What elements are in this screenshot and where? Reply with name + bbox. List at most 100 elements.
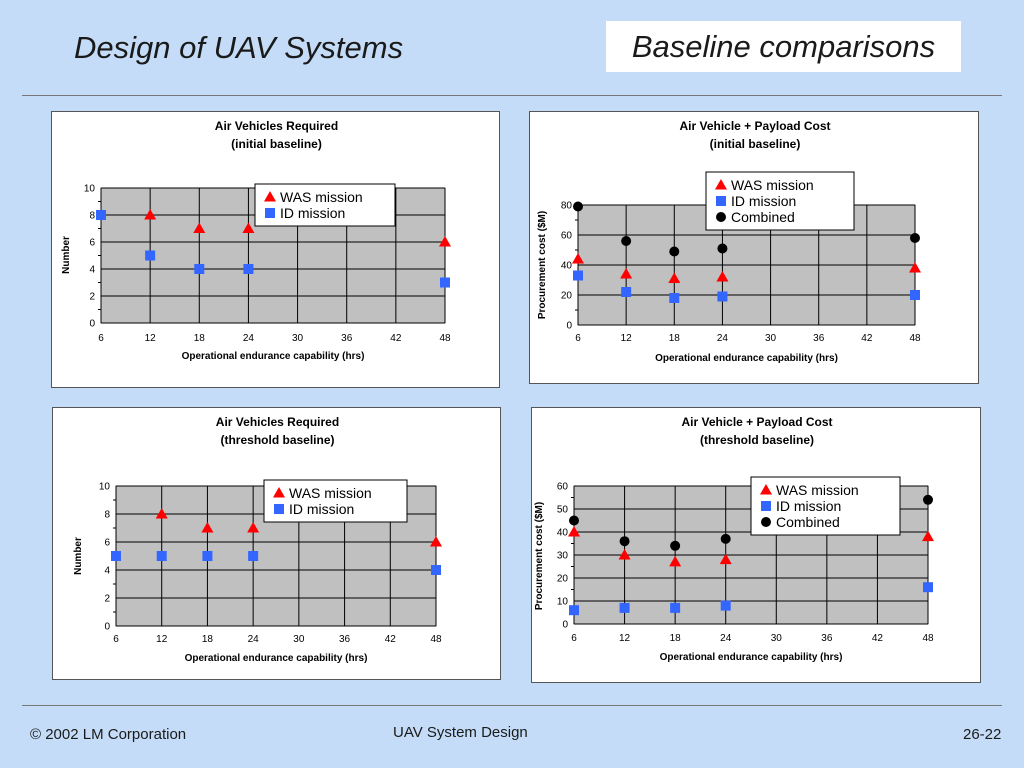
x-tick-label: 30 xyxy=(293,634,305,645)
y-tick-label: 40 xyxy=(557,528,569,539)
y-tick-label: 60 xyxy=(557,482,569,493)
data-point-id-mission xyxy=(202,551,213,561)
y-tick-label: 4 xyxy=(104,566,110,577)
x-tick-label: 42 xyxy=(861,333,873,344)
x-tick-label: 30 xyxy=(292,333,304,344)
chart-title: Air Vehicle + Payload Cost xyxy=(679,119,830,133)
y-tick-label: 2 xyxy=(104,594,110,605)
header-divider xyxy=(22,95,1002,96)
legend-marker xyxy=(264,191,276,202)
data-point-id-mission xyxy=(440,277,450,288)
data-point-was-mission xyxy=(155,508,168,519)
data-point-id-mission xyxy=(720,600,731,611)
y-tick-label: 40 xyxy=(561,261,573,272)
data-point-id-mission xyxy=(717,291,728,302)
data-point-combined xyxy=(910,233,920,243)
data-point-id-mission xyxy=(194,264,205,274)
legend-box xyxy=(254,183,396,227)
legend-marker xyxy=(715,179,727,190)
x-tick-label: 18 xyxy=(669,333,681,344)
x-tick-label: 12 xyxy=(145,333,157,344)
legend-marker xyxy=(761,517,771,527)
chart-svg: Air Vehicles Required (initial baseline) 6… xyxy=(61,119,451,362)
data-point-was-mission xyxy=(242,222,255,233)
data-point-id-mission xyxy=(431,565,441,575)
data-point-combined xyxy=(670,540,681,551)
data-point-id-mission xyxy=(248,551,259,561)
x-tick-label: 18 xyxy=(670,633,682,644)
y-tick-label: 8 xyxy=(89,211,95,222)
legend-marker xyxy=(716,196,726,206)
x-tick-label: 30 xyxy=(771,633,783,644)
y-tick-label: 50 xyxy=(557,505,569,516)
y-tick-label: 0 xyxy=(562,620,568,631)
data-point-combined xyxy=(569,515,579,526)
data-point-id-mission xyxy=(145,250,156,261)
chart-svg: Air Vehicle + Payload Cost (threshold bas… xyxy=(534,415,934,663)
x-tick-label: 6 xyxy=(571,633,577,644)
x-tick-label: 48 xyxy=(922,633,934,644)
x-tick-label: 48 xyxy=(439,333,451,344)
legend-marker xyxy=(716,212,726,222)
data-point-combined xyxy=(923,494,933,505)
data-point-was-mission xyxy=(568,526,580,537)
x-tick-label: 24 xyxy=(243,333,255,344)
x-axis-label: Operational endurance capability (hrs) xyxy=(182,351,365,362)
data-point-was-mission xyxy=(247,522,260,533)
data-point-id-mission xyxy=(573,270,583,281)
chart-panel-initial-cost: Air Vehicle + Payload Cost (initial basel… xyxy=(529,111,979,384)
y-tick-label: 2 xyxy=(89,292,95,303)
data-point-id-mission xyxy=(619,602,630,613)
legend-label: WAS mission xyxy=(289,485,372,501)
legend-label: Combined xyxy=(731,209,795,225)
footer-divider xyxy=(22,705,1002,706)
x-axis-label: Operational endurance capability (hrs) xyxy=(660,652,843,663)
y-axis-label: Number xyxy=(73,537,84,575)
legend-label: WAS mission xyxy=(280,189,363,205)
x-tick-label: 12 xyxy=(619,633,631,644)
x-tick-label: 24 xyxy=(720,633,732,644)
data-point-combined xyxy=(619,536,630,547)
data-point-was-mission xyxy=(618,549,631,560)
y-tick-label: 80 xyxy=(561,201,573,212)
data-point-was-mission xyxy=(439,236,451,247)
x-tick-label: 18 xyxy=(194,333,206,344)
data-point-id-mission xyxy=(243,264,254,274)
y-tick-label: 20 xyxy=(561,291,573,302)
x-tick-label: 6 xyxy=(98,333,104,344)
x-axis-label: Operational endurance capability (hrs) xyxy=(185,653,368,664)
x-tick-label: 12 xyxy=(621,333,633,344)
chart-subtitle: (initial baseline) xyxy=(231,137,322,151)
footer-copyright: © 2002 LM Corporation xyxy=(30,726,187,743)
legend-marker xyxy=(761,501,771,511)
data-point-combined xyxy=(669,246,680,257)
data-point-was-mission xyxy=(719,553,732,565)
y-axis-label: Procurement cost ($M) xyxy=(534,502,545,610)
legend-box xyxy=(705,171,855,231)
x-tick-label: 36 xyxy=(813,333,825,344)
legend-marker xyxy=(273,487,285,498)
legend-label: ID mission xyxy=(731,193,796,209)
data-point-was-mission xyxy=(572,253,584,264)
y-tick-label: 10 xyxy=(99,482,111,493)
y-tick-label: 0 xyxy=(104,622,110,633)
y-axis-label: Number xyxy=(61,236,72,274)
data-point-was-mission xyxy=(620,268,633,279)
legend-label: WAS mission xyxy=(776,482,859,498)
legend-marker xyxy=(760,484,772,495)
x-tick-label: 48 xyxy=(430,634,442,645)
legend-label: WAS mission xyxy=(731,177,814,193)
footer-page-number: 26-22 xyxy=(963,726,1002,743)
data-point-id-mission xyxy=(569,605,579,616)
data-point-was-mission xyxy=(668,272,681,283)
y-tick-label: 30 xyxy=(557,551,569,562)
legend-marker xyxy=(274,504,284,514)
x-tick-label: 18 xyxy=(202,634,214,645)
data-point-combined xyxy=(720,533,731,544)
data-point-id-mission xyxy=(670,602,681,613)
data-point-id-mission xyxy=(923,582,933,593)
y-tick-label: 0 xyxy=(566,321,572,332)
x-tick-label: 36 xyxy=(821,633,833,644)
y-tick-label: 8 xyxy=(104,510,110,521)
x-tick-label: 6 xyxy=(113,634,119,645)
